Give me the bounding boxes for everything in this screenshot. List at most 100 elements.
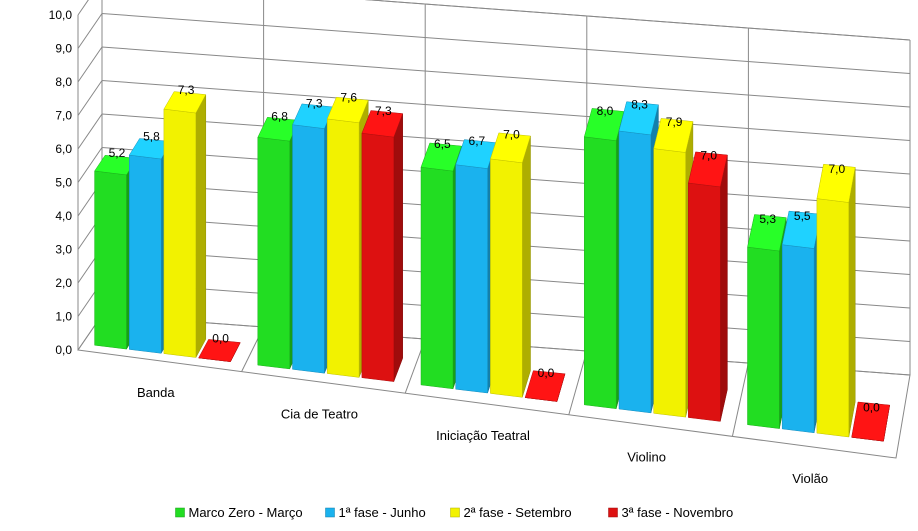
data-label: 6,8 <box>271 110 288 124</box>
bars <box>94 91 890 442</box>
legend-label: 3ª fase - Novembro <box>622 505 734 520</box>
bar <box>653 118 694 418</box>
data-label: 7,0 <box>503 128 520 142</box>
legend: Marco Zero - Março 1ª fase - Junho 2ª fase… <box>175 505 734 520</box>
legend-label: 2ª fase - Setembro <box>464 505 572 520</box>
data-label: 7,9 <box>666 115 683 129</box>
data-label: 6,7 <box>469 134 486 148</box>
y-tick-label: 8,0 <box>55 75 72 89</box>
bar-side <box>848 167 856 438</box>
bar-front <box>618 130 652 414</box>
category-labels: Banda Cia de Teatro Iniciação Teatral Violi… <box>137 385 828 486</box>
legend-item: Marco Zero - Março <box>175 505 303 520</box>
bar <box>747 214 787 429</box>
bar-side <box>522 135 531 398</box>
data-label: 8,3 <box>631 98 648 112</box>
legend-swatch <box>175 507 185 518</box>
bar-top <box>420 142 462 172</box>
bar-top <box>198 339 241 362</box>
y-tick-label: 10,0 <box>49 8 73 22</box>
bar <box>687 151 728 422</box>
gridline <box>77 12 911 74</box>
bar <box>198 339 241 362</box>
bar <box>618 101 659 414</box>
legend-label: 1ª fase - Junho <box>339 505 426 520</box>
y-tick-label: 6,0 <box>55 142 72 156</box>
floor-divider <box>568 350 588 415</box>
y-tick-label: 0,0 <box>55 343 72 357</box>
category-label: Cia de Teatro <box>281 406 358 421</box>
y-axis-ticks: 0,0 1,0 2,0 3,0 4,0 5,0 6,0 7,0 8,0 9,0 10,0 <box>49 8 73 357</box>
bar-front <box>781 244 815 434</box>
bar <box>163 91 207 358</box>
bar <box>490 132 531 398</box>
gridline <box>77 46 911 108</box>
bar-top <box>816 163 856 203</box>
data-label: 7,3 <box>375 104 392 118</box>
bar <box>420 142 462 390</box>
bar-top <box>163 91 207 114</box>
bar <box>524 370 566 402</box>
bar-top <box>851 401 890 442</box>
y-tick-label: 7,0 <box>55 109 72 123</box>
bar <box>851 401 890 442</box>
gridline <box>77 0 911 41</box>
y-tick-label: 5,0 <box>55 176 72 190</box>
y-tick-label: 3,0 <box>55 243 72 257</box>
legend-item: 1ª fase - Junho <box>325 505 426 520</box>
bar-front <box>361 132 395 382</box>
data-label: 8,0 <box>597 104 614 118</box>
bar-front <box>816 198 850 438</box>
data-label: 7,3 <box>306 97 323 111</box>
data-label: 5,5 <box>794 209 811 223</box>
bar-front <box>94 170 127 350</box>
category-label: Violino <box>627 450 666 465</box>
bar-top <box>490 132 531 164</box>
bar-side <box>195 94 207 358</box>
bar-front <box>653 148 686 418</box>
category-label: Banda <box>137 385 175 400</box>
data-label: 5,3 <box>759 212 776 226</box>
bar-top <box>747 214 787 252</box>
floor-divider <box>731 362 749 437</box>
back-wall-top <box>364 0 911 41</box>
bar-top <box>524 370 566 402</box>
bar-front <box>490 158 523 398</box>
bar-front <box>292 124 325 374</box>
legend-swatch <box>450 507 460 518</box>
legend-label: Marco Zero - Março <box>189 505 303 520</box>
data-label: 7,0 <box>700 149 717 163</box>
data-label: 5,8 <box>143 130 160 144</box>
bar <box>361 110 404 382</box>
y-tick-label: 2,0 <box>55 276 72 290</box>
data-label: 0,0 <box>863 400 880 414</box>
bar-top <box>618 101 659 136</box>
bar <box>455 139 497 394</box>
bar-top <box>361 110 404 138</box>
bar-front <box>420 166 454 390</box>
legend-item: 2ª fase - Setembro <box>450 505 572 520</box>
data-label: 7,0 <box>829 162 846 176</box>
legend-swatch <box>608 507 618 518</box>
bar-top <box>326 96 369 124</box>
legend-swatch <box>325 507 335 518</box>
category-label: Violão <box>792 471 828 486</box>
bar-front <box>584 136 617 409</box>
data-label: 7,6 <box>340 90 357 104</box>
legend-item: 3ª fase - Novembro <box>608 505 734 520</box>
data-label: 7,3 <box>178 83 195 97</box>
category-label: Iniciação Teatral <box>436 428 530 443</box>
bar <box>583 108 625 409</box>
bar-top <box>653 118 694 153</box>
data-label: 0,0 <box>538 366 555 380</box>
bar-front <box>163 108 197 358</box>
bar-side <box>720 154 728 422</box>
data-label: 0,0 <box>212 331 229 345</box>
bar-front <box>129 154 162 354</box>
data-label: 5,2 <box>109 146 126 160</box>
bar-front <box>747 246 780 429</box>
bar <box>781 210 821 434</box>
y-tick-label: 4,0 <box>55 209 72 223</box>
